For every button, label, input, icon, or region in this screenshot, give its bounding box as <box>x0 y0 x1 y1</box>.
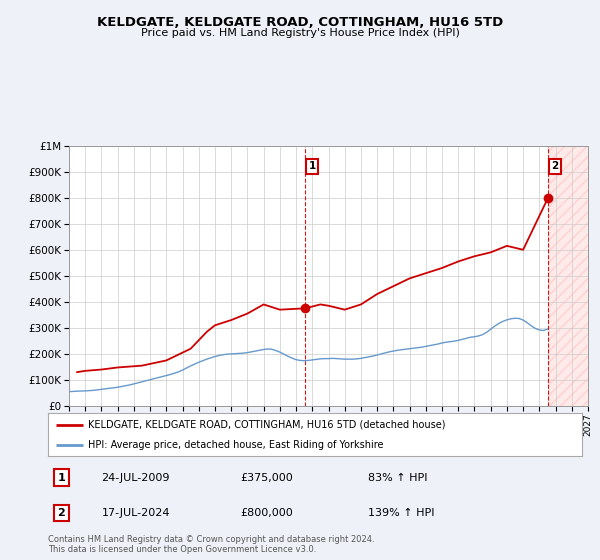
Text: KELDGATE, KELDGATE ROAD, COTTINGHAM, HU16 5TD: KELDGATE, KELDGATE ROAD, COTTINGHAM, HU1… <box>97 16 503 29</box>
Text: KELDGATE, KELDGATE ROAD, COTTINGHAM, HU16 5TD (detached house): KELDGATE, KELDGATE ROAD, COTTINGHAM, HU1… <box>88 419 446 430</box>
Text: 1: 1 <box>58 473 65 483</box>
Text: 83% ↑ HPI: 83% ↑ HPI <box>368 473 428 483</box>
Text: 24-JUL-2009: 24-JUL-2009 <box>101 473 170 483</box>
Text: 17-JUL-2024: 17-JUL-2024 <box>101 508 170 518</box>
Text: £800,000: £800,000 <box>240 508 293 518</box>
Bar <box>548 146 588 406</box>
Text: Contains HM Land Registry data © Crown copyright and database right 2024.
This d: Contains HM Land Registry data © Crown c… <box>48 535 374 554</box>
Text: Price paid vs. HM Land Registry's House Price Index (HPI): Price paid vs. HM Land Registry's House … <box>140 28 460 38</box>
Text: 139% ↑ HPI: 139% ↑ HPI <box>368 508 435 518</box>
Text: 2: 2 <box>58 508 65 518</box>
Text: £375,000: £375,000 <box>240 473 293 483</box>
Text: 2: 2 <box>551 161 559 171</box>
Text: HPI: Average price, detached house, East Riding of Yorkshire: HPI: Average price, detached house, East… <box>88 440 383 450</box>
Text: 1: 1 <box>308 161 316 171</box>
